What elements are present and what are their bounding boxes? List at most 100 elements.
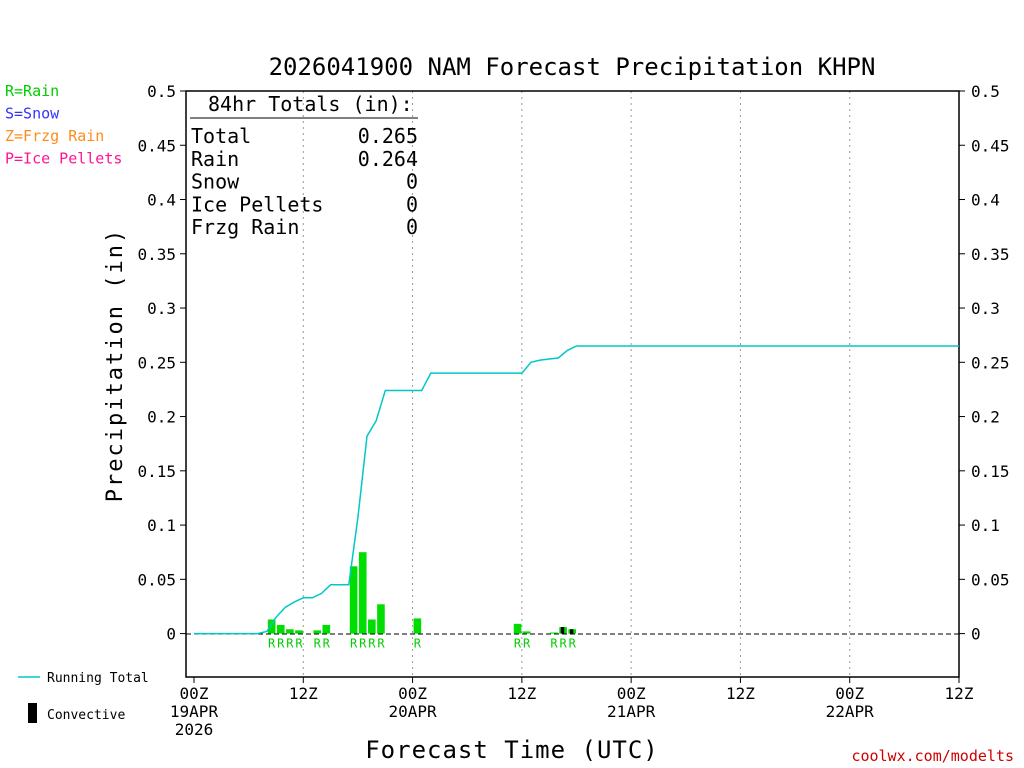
x-tick-label: 21APR: [607, 702, 656, 721]
ptype-label: R: [523, 637, 531, 651]
y-tick-label: 0.3: [147, 299, 176, 318]
precip-bar: [322, 624, 331, 634]
ptype-label: R: [277, 637, 285, 651]
x-axis-label: Forecast Time (UTC): [365, 736, 659, 764]
y-ticks-right: 0 0.05 0.1 0.15 0.2 0.25 0.3 0.35 0.4 0.45 0.5: [959, 82, 1010, 644]
x-tick-label: 2026: [175, 720, 214, 739]
y-tick-label: 0.15: [137, 462, 176, 481]
y-axis-label: Precipitation (in): [103, 228, 128, 502]
chart-title: 2026041900 NAM Forecast Precipitation KH…: [269, 53, 876, 81]
y-ticks-left: 0 0.05 0.1 0.15 0.2 0.25 0.3 0.35 0.4 0.45 0.5: [137, 82, 186, 644]
precip-bar: [276, 624, 285, 634]
y-tick-label-right: 0.45: [971, 136, 1010, 155]
precip-bar: [550, 632, 558, 634]
ptype-label: R: [559, 637, 567, 651]
totals-row-label: Rain: [191, 147, 239, 171]
ptype-label: R: [377, 637, 385, 651]
x-tick-label: 12Z: [945, 684, 974, 703]
ptype-label: R: [314, 637, 322, 651]
y-tick-label-right: 0.15: [971, 462, 1010, 481]
y-tick-label: 0.5: [147, 82, 176, 101]
totals-rows: Total 0.265 Rain 0.264 Snow 0 Ice Pellets 0 Frzg…: [191, 124, 418, 239]
totals-row-value: 0.265: [358, 124, 418, 148]
y-tick-label: 0.35: [137, 245, 176, 264]
running-total-legend-label: Running Total: [47, 671, 149, 686]
x-tick-label: 12Z: [289, 684, 318, 703]
ptype-label: R: [368, 637, 376, 651]
ptype-label: R: [268, 637, 276, 651]
ptype-legend-item: R=Rain: [5, 82, 59, 100]
ptype-legend-item: S=Snow: [5, 105, 60, 123]
bottom-legend: Running Total Convective: [18, 671, 149, 723]
x-tick-label: 00Z: [398, 684, 427, 703]
ptype-label: R: [414, 637, 422, 651]
ptype-label: R: [569, 637, 577, 651]
totals-box: 84hr Totals (in): Total 0.265 Rain 0.264 Sno…: [190, 92, 418, 239]
x-tick-label: 22APR: [826, 702, 875, 721]
convective-legend-label: Convective: [47, 708, 125, 723]
x-tick-label: 00Z: [180, 684, 209, 703]
ptype-legend-item: P=Ice Pellets: [5, 150, 122, 168]
y-tick-label: 0.1: [147, 516, 176, 535]
totals-row-label: Snow: [191, 170, 240, 194]
convective-bar: [569, 629, 574, 634]
ptype-label: R: [359, 637, 367, 651]
y-tick-label-right: 0.2: [971, 408, 1000, 427]
y-tick-label: 0.25: [137, 353, 176, 372]
ptype-label: R: [323, 637, 331, 651]
y-tick-label-right: 0.05: [971, 570, 1010, 589]
totals-row-value: 0: [406, 170, 418, 194]
precip-bar: [413, 618, 422, 634]
totals-row-label: Total: [191, 124, 251, 148]
precip-type-legend: R=Rain S=Snow Z=Frzg Rain P=Ice Pellets: [5, 82, 122, 168]
ptype-label: R: [295, 637, 303, 651]
totals-row-value: 0.264: [358, 147, 418, 171]
totals-row-value: 0: [406, 215, 418, 239]
precip-bar: [349, 566, 358, 634]
plot-frame: [185, 90, 960, 678]
x-tick-label: 19APR: [170, 702, 219, 721]
x-tick-label: 00Z: [617, 684, 646, 703]
precip-bar: [358, 552, 367, 634]
totals-row-label: Frzg Rain: [191, 215, 299, 239]
y-tick-label: 0.05: [137, 570, 176, 589]
y-tick-label-right: 0.25: [971, 353, 1010, 372]
grid-lines: [302, 91, 851, 677]
totals-heading: 84hr Totals (in):: [208, 92, 413, 116]
precip-bar: [267, 619, 276, 634]
precip-bar: [377, 604, 385, 634]
y-tick-label-right: 0.1: [971, 516, 1000, 535]
convective-bars: [560, 627, 574, 634]
running-total-line: [194, 345, 959, 635]
x-tick-label: 20APR: [388, 702, 437, 721]
y-tick-label-right: 0.35: [971, 245, 1010, 264]
ptype-legend-item: Z=Frzg Rain: [5, 127, 104, 145]
ptype-label: R: [286, 637, 294, 651]
x-tick-label: 12Z: [507, 684, 536, 703]
ptype-label: R: [514, 637, 522, 651]
convective-legend-swatch: [28, 703, 37, 723]
precip-bar: [286, 629, 294, 634]
ptype-label: R: [350, 637, 358, 651]
y-tick-label: 0.4: [147, 191, 176, 210]
precip-bar: [295, 630, 303, 634]
precip-bar: [368, 619, 376, 634]
y-tick-label-right: 0.3: [971, 299, 1000, 318]
x-tick-label: 12Z: [726, 684, 755, 703]
y-tick-label: 0.2: [147, 408, 176, 427]
totals-row-label: Ice Pellets: [191, 192, 323, 216]
ptype-label: R: [550, 637, 558, 651]
convective-bar: [560, 627, 565, 634]
precip-bar: [522, 631, 531, 634]
y-tick-label: 0.45: [137, 136, 176, 155]
x-tick-label: 00Z: [835, 684, 864, 703]
precip-bars: [267, 552, 576, 634]
precip-bar: [313, 630, 321, 634]
y-tick-label-right: 0: [971, 625, 981, 644]
precip-bar: [513, 623, 522, 634]
y-tick-label-right: 0.5: [971, 82, 1000, 101]
credit-text: coolwx.com/modelts: [851, 747, 1014, 765]
